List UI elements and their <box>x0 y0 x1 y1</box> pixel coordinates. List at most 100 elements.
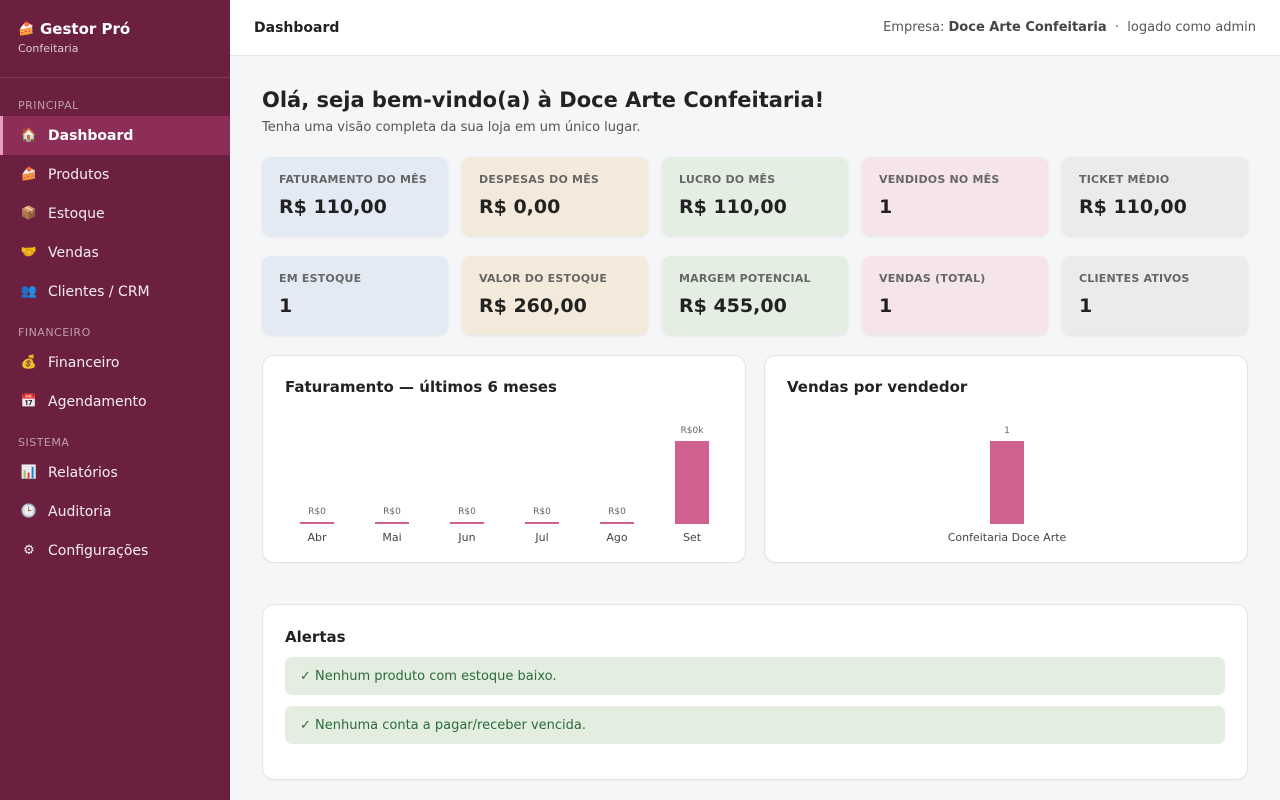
sidebar-item-label: Relatórios <box>48 464 118 481</box>
sidebar: 🍰 Gestor Pró Confeitaria PRINCIPAL 🏠 Dash… <box>0 0 230 800</box>
chart-category-label: Ago <box>606 531 628 544</box>
revenue-chart: R$0 Abr R$0 Mai R$0 Jun R$0 Jul R$0 Ago R$0k Set <box>300 426 709 544</box>
chart-bar <box>300 522 334 524</box>
chart-category-label: Jun <box>457 531 475 544</box>
sidebar-item-label: Vendas <box>48 244 99 261</box>
charts-row: Faturamento — últimos 6 meses R$0 Abr R$0 M… <box>262 355 1248 563</box>
people-icon: 👥 <box>20 284 38 299</box>
chart-bar <box>600 522 634 524</box>
stat-card: VALOR DO ESTOQUE R$ 260,00 <box>462 256 648 335</box>
seller-chart: 1 Confeitaria Doce Arte <box>948 426 1067 544</box>
separator: · <box>1114 20 1120 35</box>
stat-label: EM ESTOQUE <box>279 272 362 285</box>
stat-value: R$ 110,00 <box>679 196 787 218</box>
sidebar-item-label: Dashboard <box>48 127 134 144</box>
brand-subtitle: Confeitaria <box>18 42 79 55</box>
stat-card: DESPESAS DO MÊS R$ 0,00 <box>462 157 648 236</box>
chart-category-label: Confeitaria Doce Arte <box>948 531 1067 544</box>
sidebar-item-estoque[interactable]: 📦 Estoque <box>0 194 230 233</box>
sidebar-item-financeiro[interactable]: 💰 Financeiro <box>0 343 230 382</box>
revenue-chart-card: Faturamento — últimos 6 meses R$0 Abr R$0 M… <box>262 355 746 563</box>
stat-value: 1 <box>879 295 893 317</box>
stat-value: R$ 110,00 <box>279 196 387 218</box>
sidebar-item-clientes-crm[interactable]: 👥 Clientes / CRM <box>0 272 230 311</box>
main-content: Olá, seja bem-vindo(a) à Doce Arte Confe… <box>262 56 1248 780</box>
company-prefix: Empresa: <box>883 20 945 35</box>
chart-bar <box>990 441 1024 524</box>
nav-section-principal: PRINCIPAL <box>18 99 79 112</box>
seller-chart-card: Vendas por vendedor 1 Confeitaria Doce Ar… <box>764 355 1248 563</box>
sidebar-item-dashboard[interactable]: 🏠 Dashboard <box>0 116 230 155</box>
stat-value: 1 <box>879 196 893 218</box>
cake-icon: 🍰 <box>18 21 35 37</box>
sidebar-item-label: Agendamento <box>48 393 147 410</box>
chart-icon: 📊 <box>20 465 38 480</box>
stat-label: MARGEM POTENCIAL <box>679 272 811 285</box>
nav-section-financeiro: FINANCEIRO <box>18 326 91 339</box>
sidebar-item-label: Estoque <box>48 205 105 222</box>
chart-category-label: Set <box>683 531 702 544</box>
chart-data-label: R$0 <box>458 507 476 517</box>
company-name: Doce Arte Confeitaria <box>948 20 1107 35</box>
stat-label: DESPESAS DO MÊS <box>479 173 600 186</box>
stat-card: MARGEM POTENCIAL R$ 455,00 <box>662 256 848 335</box>
stat-card: VENDAS (TOTAL) 1 <box>862 256 1048 335</box>
money-bag-icon: 💰 <box>20 355 38 370</box>
chart-category-label: Abr <box>307 531 327 544</box>
stat-label: VENDIDOS NO MÊS <box>879 173 1000 186</box>
stat-card: EM ESTOQUE 1 <box>262 256 448 335</box>
stat-card: LUCRO DO MÊS R$ 110,00 <box>662 157 848 236</box>
stat-card: VENDIDOS NO MÊS 1 <box>862 157 1048 236</box>
stat-label: TICKET MÉDIO <box>1079 173 1170 186</box>
chart-data-label: R$0k <box>681 426 705 436</box>
stat-label: LUCRO DO MÊS <box>679 173 776 186</box>
sidebar-item-label: Configurações <box>48 542 149 559</box>
box-icon: 📦 <box>20 206 38 221</box>
cake-icon: 🍰 <box>20 167 38 182</box>
stat-value: R$ 0,00 <box>479 196 561 218</box>
stat-value: R$ 455,00 <box>679 295 787 317</box>
nav-section-sistema: SISTEMA <box>18 436 70 449</box>
sidebar-item-configurações[interactable]: ⚙ Configurações <box>0 531 230 570</box>
chart-category-label: Jul <box>534 531 548 544</box>
sidebar-item-relatórios[interactable]: 📊 Relatórios <box>0 453 230 492</box>
chart-category-label: Mai <box>382 531 401 544</box>
stat-label: CLIENTES ATIVOS <box>1079 272 1190 285</box>
stat-value: 1 <box>279 295 293 317</box>
sidebar-item-label: Produtos <box>48 166 110 183</box>
stat-value: R$ 110,00 <box>1079 196 1187 218</box>
chart-data-label: R$0 <box>308 507 326 517</box>
stat-card: TICKET MÉDIO R$ 110,00 <box>1062 157 1248 236</box>
sidebar-item-agendamento[interactable]: 📅 Agendamento <box>0 382 230 421</box>
stat-value: 1 <box>1079 295 1093 317</box>
brand-title: Gestor Pró <box>40 20 131 38</box>
sidebar-item-label: Clientes / CRM <box>48 283 150 300</box>
logged-user: logado como admin <box>1127 20 1256 35</box>
calendar-icon: 📅 <box>20 394 38 409</box>
topbar: Dashboard Empresa: Doce Arte Confeitaria… <box>230 0 1280 56</box>
welcome-heading: Olá, seja bem-vindo(a) à Doce Arte Confe… <box>262 88 825 112</box>
sidebar-item-label: Financeiro <box>48 354 120 371</box>
revenue-chart-title: Faturamento — últimos 6 meses <box>285 378 557 396</box>
clock-icon: 🕒 <box>20 504 38 519</box>
sidebar-item-auditoria[interactable]: 🕒 Auditoria <box>0 492 230 531</box>
chart-data-label: R$0 <box>533 507 551 517</box>
home-icon: 🏠 <box>20 128 38 143</box>
sidebar-item-produtos[interactable]: 🍰 Produtos <box>0 155 230 194</box>
page-title: Dashboard <box>254 19 340 36</box>
stat-card: FATURAMENTO DO MÊS R$ 110,00 <box>262 157 448 236</box>
stat-label: VALOR DO ESTOQUE <box>479 272 608 285</box>
alert-low-stock: ✓ Nenhum produto com estoque baixo. <box>285 657 1225 695</box>
stat-card: CLIENTES ATIVOS 1 <box>1062 256 1248 335</box>
chart-bar <box>450 522 484 524</box>
brand-title-row: 🍰 Gestor Pró <box>18 20 212 38</box>
stat-label: FATURAMENTO DO MÊS <box>279 173 427 186</box>
chart-bar <box>525 522 559 524</box>
chart-data-label: R$0 <box>383 507 401 517</box>
handshake-icon: 🤝 <box>20 245 38 260</box>
alerts-card: Alertas ✓ Nenhum produto com estoque bai… <box>262 604 1248 780</box>
chart-data-label: 1 <box>1004 426 1010 436</box>
seller-chart-title: Vendas por vendedor <box>787 378 968 396</box>
welcome-subtitle: Tenha uma visão completa da sua loja em … <box>262 120 641 135</box>
sidebar-item-vendas[interactable]: 🤝 Vendas <box>0 233 230 272</box>
